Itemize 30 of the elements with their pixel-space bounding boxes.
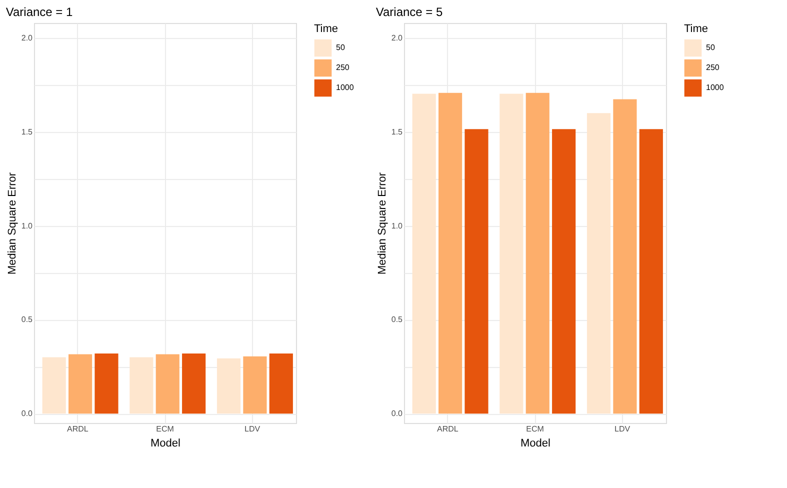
x-tick-label: ARDL [66, 424, 89, 434]
y-tick-label: 1.0 [391, 221, 404, 230]
x-tick-label: LDV [244, 424, 261, 434]
chart-title: Variance = 1 [6, 5, 74, 19]
y-tick-label: 0.0 [391, 409, 404, 418]
y-tick-label: 0.5 [21, 315, 34, 324]
legend-label: 250 [336, 63, 350, 72]
y-tick-label: 1.0 [21, 221, 34, 230]
x-axis-title: Model [150, 438, 180, 450]
legend-label: 1000 [336, 83, 354, 92]
y-tick-label: 1.5 [391, 127, 404, 136]
y-tick-label: 2.0 [21, 34, 34, 43]
legend-label: 50 [706, 43, 716, 52]
y-tick-label: 1.5 [21, 127, 34, 136]
chart-title: Variance = 5 [376, 5, 444, 19]
legend-label: 1000 [706, 83, 724, 92]
legend-label: 50 [336, 43, 346, 52]
x-tick-label: ECM [526, 424, 544, 434]
y-axis-title: Median Square Error [376, 172, 388, 275]
x-axis-title: Model [520, 438, 550, 450]
legend-title: Time [684, 23, 708, 35]
x-tick-label: ARDL [436, 424, 459, 434]
x-tick-label: ECM [156, 424, 174, 434]
y-axis-title: Median Square Error [6, 172, 18, 275]
legend-title: Time [314, 23, 338, 35]
legend-label: 250 [706, 63, 720, 72]
y-tick-label: 0.5 [391, 315, 404, 324]
x-tick-label: LDV [614, 424, 631, 434]
y-tick-label: 0.0 [21, 409, 34, 418]
y-tick-label: 2.0 [391, 34, 404, 43]
